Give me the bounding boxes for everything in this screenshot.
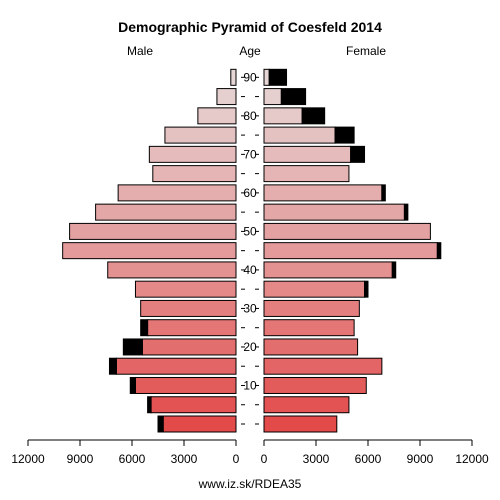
female-bar <box>263 299 360 317</box>
male-excess-bar <box>108 357 117 375</box>
male-excess-bar <box>147 396 152 414</box>
male-bar <box>150 396 237 414</box>
age-tick-label: 60 <box>243 186 257 200</box>
female-bar <box>263 88 282 106</box>
female-excess-bar <box>268 68 288 86</box>
female-bar <box>263 319 355 337</box>
female-bar <box>263 338 359 356</box>
male-excess-bar <box>140 319 149 337</box>
age-tick-label: 10 <box>243 378 257 392</box>
age-tick-label: 90 <box>243 70 257 84</box>
female-excess-bar <box>403 203 409 221</box>
female-bar <box>263 242 438 260</box>
female-bar <box>263 203 405 221</box>
age-tick-label: 70 <box>243 147 257 161</box>
male-label: Male <box>127 44 153 58</box>
female-x-tick-label: 9000 <box>407 452 434 466</box>
bars-group <box>62 68 442 433</box>
axes-group: 12000 9000 6000 3000 0 0 3000 6000 9000 12000 10 20… <box>11 70 489 466</box>
female-bar <box>263 68 270 86</box>
male-x-tick-label: 9000 <box>67 452 94 466</box>
female-bar <box>263 145 352 163</box>
female-x-tick-label: 3000 <box>303 452 330 466</box>
female-bar <box>263 126 336 144</box>
age-tick-label: 80 <box>243 109 257 123</box>
male-bar <box>117 184 237 202</box>
chart-title: Demographic Pyramid of Coesfeld 2014 <box>118 19 382 35</box>
male-excess-bar <box>157 415 164 433</box>
female-bar <box>263 107 303 125</box>
source-text: www.iz.sk/RDEA35 <box>198 477 302 491</box>
male-bar <box>140 299 237 317</box>
male-bar <box>69 222 237 240</box>
male-bar <box>134 376 237 394</box>
male-x-tick-label: 12000 <box>11 452 45 466</box>
female-excess-bar <box>381 184 386 202</box>
male-bar <box>197 107 237 125</box>
female-excess-bar <box>350 145 366 163</box>
age-tick-label: 30 <box>243 301 257 315</box>
female-bar <box>263 165 350 183</box>
female-bar <box>263 376 367 394</box>
age-tick-label: 50 <box>243 224 257 238</box>
male-bar <box>230 68 237 86</box>
male-bar <box>216 88 237 106</box>
female-x-tick-label: 12000 <box>455 452 489 466</box>
age-tick-label: 40 <box>243 263 257 277</box>
age-tick-label: 20 <box>243 340 257 354</box>
female-excess-bar <box>301 107 326 125</box>
male-bar <box>152 165 237 183</box>
female-bar <box>263 415 338 433</box>
female-bar <box>263 184 383 202</box>
male-bar <box>95 203 237 221</box>
female-x-tick-label: 6000 <box>355 452 382 466</box>
male-bar <box>147 319 237 337</box>
male-bar <box>141 338 237 356</box>
male-bar <box>115 357 237 375</box>
male-excess-bar <box>129 376 136 394</box>
male-bar <box>164 126 237 144</box>
female-bar <box>263 261 393 279</box>
male-x-tick-label: 3000 <box>171 452 198 466</box>
male-x-tick-label: 0 <box>233 452 240 466</box>
male-excess-bar <box>122 338 143 356</box>
female-excess-bar <box>280 88 307 106</box>
female-label: Female <box>346 44 386 58</box>
male-x-tick-label: 6000 <box>119 452 146 466</box>
female-bar <box>263 222 431 240</box>
male-bar <box>148 145 237 163</box>
female-excess-bar <box>391 261 397 279</box>
age-label: Age <box>239 44 261 58</box>
female-excess-bar <box>436 242 442 260</box>
male-bar <box>134 280 237 298</box>
female-bar <box>263 396 350 414</box>
female-excess-bar <box>334 126 355 144</box>
female-bar <box>263 357 383 375</box>
male-bar <box>107 261 237 279</box>
male-bar <box>162 415 237 433</box>
male-bar <box>62 242 237 260</box>
female-bar <box>263 280 366 298</box>
female-excess-bar <box>364 280 369 298</box>
female-x-tick-label: 0 <box>261 452 268 466</box>
